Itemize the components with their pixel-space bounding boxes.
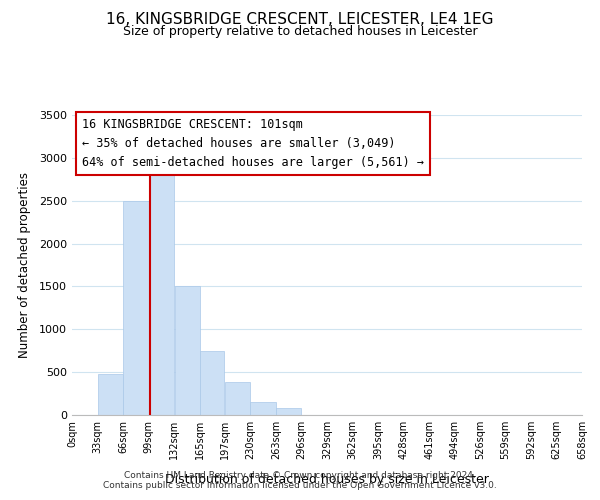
- Bar: [98, 374, 123, 415]
- Bar: [276, 408, 301, 415]
- Bar: [124, 200, 149, 415]
- Bar: [250, 402, 275, 415]
- Text: 16 KINGSBRIDGE CRESCENT: 101sqm
← 35% of detached houses are smaller (3,049)
64%: 16 KINGSBRIDGE CRESCENT: 101sqm ← 35% of…: [82, 118, 424, 169]
- X-axis label: Distribution of detached houses by size in Leicester: Distribution of detached houses by size …: [165, 473, 489, 486]
- Bar: [175, 286, 200, 415]
- Text: Contains public sector information licensed under the Open Government Licence v3: Contains public sector information licen…: [103, 481, 497, 490]
- Bar: [149, 174, 174, 415]
- Text: Size of property relative to detached houses in Leicester: Size of property relative to detached ho…: [122, 25, 478, 38]
- Text: Contains HM Land Registry data © Crown copyright and database right 2024.: Contains HM Land Registry data © Crown c…: [124, 471, 476, 480]
- Bar: [225, 382, 250, 415]
- Bar: [200, 350, 224, 415]
- Y-axis label: Number of detached properties: Number of detached properties: [17, 172, 31, 358]
- Text: 16, KINGSBRIDGE CRESCENT, LEICESTER, LE4 1EG: 16, KINGSBRIDGE CRESCENT, LEICESTER, LE4…: [106, 12, 494, 28]
